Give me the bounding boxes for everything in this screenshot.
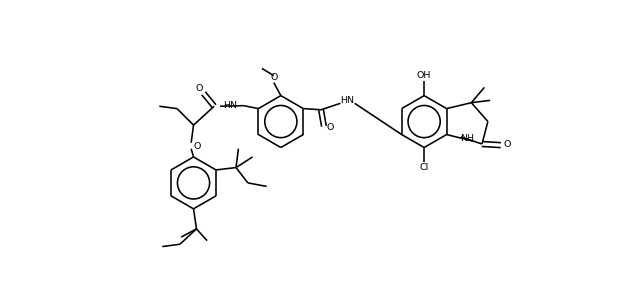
Text: HN: HN <box>340 96 354 105</box>
Text: NH: NH <box>460 134 474 143</box>
Text: OH: OH <box>417 71 431 80</box>
Text: HN: HN <box>223 100 237 110</box>
Text: O: O <box>327 123 334 132</box>
Text: O: O <box>503 140 511 149</box>
Text: O: O <box>195 84 202 93</box>
Text: O: O <box>193 142 201 151</box>
Text: O: O <box>270 73 277 83</box>
Text: Cl: Cl <box>420 163 429 172</box>
